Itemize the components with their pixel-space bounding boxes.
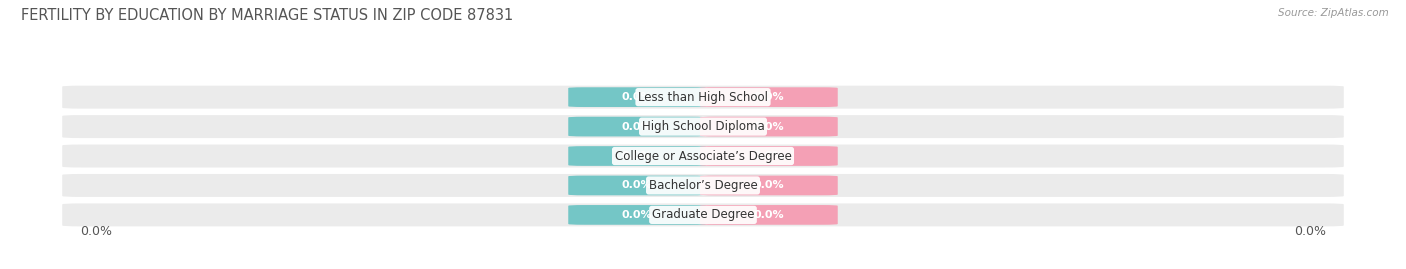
Text: 0.0%: 0.0%: [754, 180, 785, 190]
FancyBboxPatch shape: [700, 87, 838, 107]
Text: 0.0%: 0.0%: [754, 210, 785, 220]
FancyBboxPatch shape: [568, 176, 706, 195]
Text: 0.0%: 0.0%: [621, 92, 652, 102]
Text: 0.0%: 0.0%: [754, 122, 785, 132]
Text: Source: ZipAtlas.com: Source: ZipAtlas.com: [1278, 8, 1389, 18]
FancyBboxPatch shape: [568, 205, 706, 225]
FancyBboxPatch shape: [568, 146, 706, 166]
Text: Bachelor’s Degree: Bachelor’s Degree: [648, 179, 758, 192]
Text: FERTILITY BY EDUCATION BY MARRIAGE STATUS IN ZIP CODE 87831: FERTILITY BY EDUCATION BY MARRIAGE STATU…: [21, 8, 513, 23]
Text: 0.0%: 0.0%: [621, 210, 652, 220]
FancyBboxPatch shape: [62, 174, 1344, 197]
Text: Less than High School: Less than High School: [638, 91, 768, 104]
FancyBboxPatch shape: [568, 87, 706, 107]
Text: College or Associate’s Degree: College or Associate’s Degree: [614, 150, 792, 162]
Text: High School Diploma: High School Diploma: [641, 120, 765, 133]
Text: 0.0%: 0.0%: [1294, 225, 1326, 239]
FancyBboxPatch shape: [62, 144, 1344, 168]
Text: 0.0%: 0.0%: [754, 92, 785, 102]
Text: 0.0%: 0.0%: [754, 151, 785, 161]
FancyBboxPatch shape: [700, 205, 838, 225]
Text: 0.0%: 0.0%: [621, 180, 652, 190]
FancyBboxPatch shape: [62, 203, 1344, 226]
FancyBboxPatch shape: [700, 146, 838, 166]
FancyBboxPatch shape: [62, 115, 1344, 138]
Text: Graduate Degree: Graduate Degree: [652, 208, 754, 221]
FancyBboxPatch shape: [568, 117, 706, 136]
Text: 0.0%: 0.0%: [621, 151, 652, 161]
Text: 0.0%: 0.0%: [621, 122, 652, 132]
FancyBboxPatch shape: [700, 176, 838, 195]
FancyBboxPatch shape: [62, 86, 1344, 109]
FancyBboxPatch shape: [700, 117, 838, 136]
Text: 0.0%: 0.0%: [80, 225, 112, 239]
